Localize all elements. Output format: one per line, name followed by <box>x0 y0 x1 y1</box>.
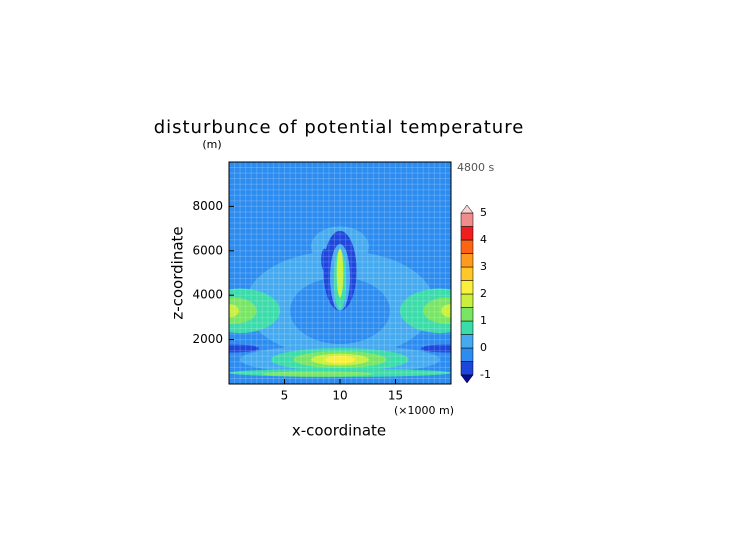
contour-region <box>229 344 259 353</box>
x-tick-label: 10 <box>332 389 347 403</box>
y-tick-label: 8000 <box>192 199 223 213</box>
colorbar-over <box>460 204 474 214</box>
colorbar-swatch <box>460 320 474 335</box>
colorbar-swatch <box>460 293 474 308</box>
contour-region <box>441 304 451 318</box>
contour-region <box>229 304 239 318</box>
colorbar-swatch <box>460 334 474 349</box>
colorbar-swatch <box>460 226 474 241</box>
x-axis-label: x-coordinate <box>292 422 386 440</box>
y-axis-label: z-coordinate <box>169 226 187 319</box>
y-unit: (m) <box>202 138 221 151</box>
colorbar-swatch <box>460 212 474 227</box>
contour-region <box>423 297 451 325</box>
colorbar-swatch <box>460 253 474 268</box>
colorbar-tick-label: 4 <box>480 233 487 246</box>
colorbar-tick-label: 0 <box>480 341 487 354</box>
contour-region <box>262 371 374 377</box>
colorbar-tick-label: 5 <box>480 206 487 219</box>
colorbar-swatch <box>460 239 474 254</box>
colorbar-swatch <box>460 266 474 281</box>
colorbar-swatch <box>460 361 474 376</box>
y-tick-label: 2000 <box>192 332 223 346</box>
x-tick-label: 15 <box>388 389 403 403</box>
colorbar-under <box>460 374 474 384</box>
contour-region <box>324 355 356 364</box>
colorbar-tick-label: -1 <box>480 368 491 381</box>
colorbar-swatch <box>460 307 474 322</box>
contour-region <box>336 248 344 298</box>
y-tick-label: 6000 <box>192 243 223 257</box>
contour-field <box>229 162 451 384</box>
chart-title: disturbunce of potential temperature <box>154 117 525 138</box>
contour-region <box>229 297 257 325</box>
colorbar-swatch <box>460 280 474 295</box>
contour-region <box>321 248 328 271</box>
time-annotation: 4800 s <box>457 161 494 174</box>
colorbar-tick-label: 2 <box>480 287 487 300</box>
contour-region <box>421 344 451 353</box>
x-tick-label: 5 <box>281 389 289 403</box>
colorbar-tick-label: 3 <box>480 260 487 273</box>
y-tick-label: 4000 <box>192 288 223 302</box>
x-unit: (×1000 m) <box>394 404 454 417</box>
colorbar-swatch <box>460 347 474 362</box>
colorbar-tick-label: 1 <box>480 314 487 327</box>
